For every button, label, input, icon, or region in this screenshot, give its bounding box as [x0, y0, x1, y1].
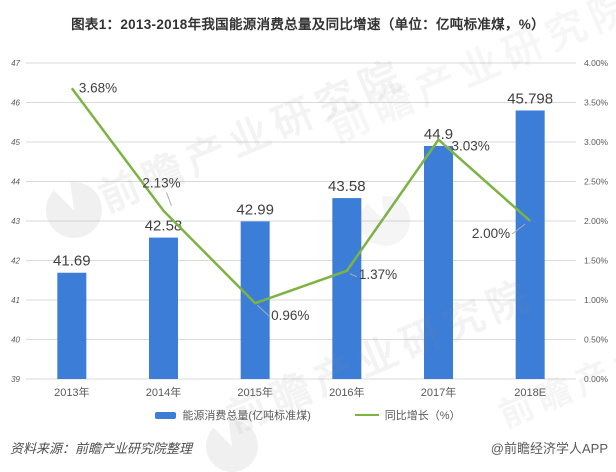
label-leader-2017年 [443, 143, 450, 149]
bar-value-2013年: 41.69 [53, 253, 91, 270]
bar-series-swatch-icon [155, 411, 177, 419]
growth-line [70, 87, 531, 305]
x-axis-label-2015年: 2015年 [237, 385, 272, 399]
right-axis-tick-1.50%: 1.50% [584, 256, 609, 266]
growth-value-2016年: 1.37% [359, 267, 397, 282]
right-axis-tick-0.50%: 0.50% [584, 335, 609, 345]
right-axis-tick-0.00%: 0.00% [584, 374, 609, 384]
line-series-label: 同比增长（%） [384, 410, 461, 422]
growth-value-2013年: 3.68% [79, 80, 117, 95]
left-axis-tick-41: 41 [11, 296, 20, 305]
bar-value-2015年: 42.99 [236, 201, 274, 218]
bar-2018E [515, 110, 545, 379]
left-axis-tick-46: 46 [11, 99, 20, 108]
left-axis-tick-39: 39 [11, 375, 20, 384]
left-axis-tick-43: 43 [11, 217, 20, 226]
right-axis-tick-3.50%: 3.50% [584, 98, 609, 108]
bar-2013年 [57, 272, 87, 379]
legend-item-line-series: 同比增长（%） [354, 407, 461, 423]
x-axis-label-2017年: 2017年 [421, 385, 456, 399]
brand-note: @前瞻经济学人APP [490, 441, 608, 456]
left-axis-tick-40: 40 [11, 336, 20, 345]
legend-item-bar-series: 能源消费总量(亿吨标准煤) [155, 407, 311, 423]
bar-value-2017年: 44.9 [424, 126, 453, 143]
bar-series-label: 能源消费总量(亿吨标准煤) [182, 410, 311, 422]
legend: 能源消费总量(亿吨标准煤) 同比增长（%） [0, 407, 616, 423]
right-axis-tick-1.00%: 1.00% [584, 295, 609, 305]
right-axis-tick-3.00%: 3.00% [584, 137, 609, 147]
right-axis-tick-2.50%: 2.50% [584, 177, 609, 187]
label-leader-2016年 [349, 273, 358, 278]
source-note: 资料来源：前瞻产业研究院整理 [10, 441, 193, 456]
left-axis-tick-42: 42 [11, 257, 20, 266]
left-axis-tick-47: 47 [11, 59, 20, 68]
bar-value-2014年: 42.58 [145, 218, 183, 235]
label-leader-2015年 [256, 304, 270, 317]
footer: 资料来源：前瞻产业研究院整理 @前瞻经济学人APP [10, 438, 608, 457]
left-axis-tick-44: 44 [11, 178, 20, 187]
right-axis-tick-2.00%: 2.00% [584, 216, 609, 226]
label-leader-2014年 [166, 192, 172, 206]
growth-value-2014年: 2.13% [142, 176, 180, 191]
x-axis-label-2018E: 2018E [514, 387, 546, 399]
x-axis-label-2016年: 2016年 [329, 385, 364, 399]
right-axis-tick-4.00%: 4.00% [584, 58, 609, 68]
x-axis-label-2014年: 2014年 [146, 385, 181, 399]
x-axis-label-2013年: 2013年 [54, 385, 89, 399]
growth-value-2015年: 0.96% [271, 308, 309, 323]
line-series-swatch-icon [354, 414, 379, 416]
bar-value-2018E: 45.798 [507, 90, 553, 107]
bar-value-2016年: 43.58 [328, 178, 366, 195]
growth-value-2017年: 3.03% [452, 139, 490, 154]
label-leader-2018E [511, 223, 526, 235]
bar-2014年 [149, 237, 178, 379]
growth-value-2018E: 2.00% [472, 226, 510, 241]
bar-2017年 [424, 145, 453, 379]
bar-2016年 [332, 198, 362, 379]
left-axis-tick-45: 45 [11, 138, 20, 147]
chart-title: 图表1：2013-2018年我国能源消费总量及同比增速（单位：亿吨标准煤，%） [71, 17, 545, 32]
